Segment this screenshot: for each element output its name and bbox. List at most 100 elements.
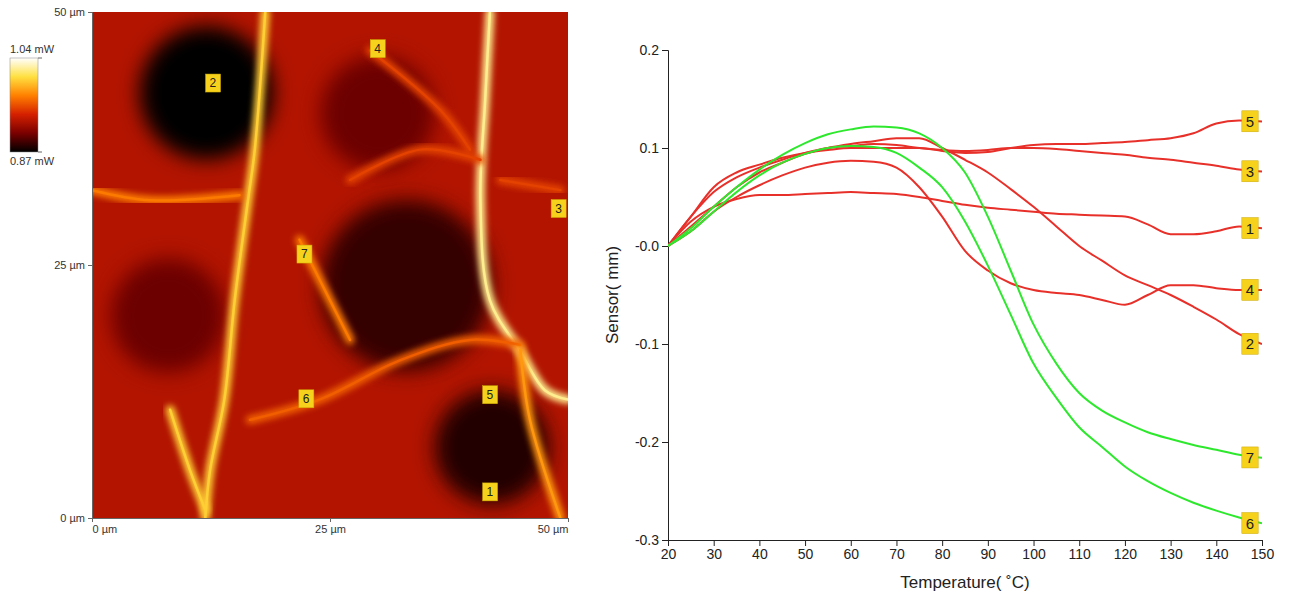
tick: 0.2 [640,42,668,58]
ridge-glow [250,340,520,420]
label-background [370,40,385,58]
label-text: 6 [303,392,310,406]
ridge-glow [520,350,560,518]
label-box: 3 [551,200,566,218]
tick-label: 25 µm [315,523,346,535]
tick-mark [662,344,668,345]
ridge-glow [205,12,265,518]
label-text: 1 [487,485,494,499]
colorbar-label: 1.04 mW [10,43,55,55]
dark-region [111,258,225,372]
label-box: 1 [483,483,498,501]
tick-label: 30 [706,546,722,562]
label-text: 4 [374,42,381,56]
series-line [668,138,1262,344]
tick-label: 0 µm [93,523,118,535]
tick-mark [662,540,668,541]
label-background [1242,333,1258,354]
tick-mark [330,518,331,522]
label-text: 3 [555,202,562,216]
ridge-glow [350,149,480,180]
ridge-glow [170,410,205,510]
tick-label: 50 µm [538,523,569,535]
tick-label: 0.2 [640,42,660,58]
tick-label: 90 [981,546,997,562]
axis-line [662,51,669,541]
series-line [668,146,1262,523]
axis-line [88,13,93,519]
tick-label: 50 µm [54,6,85,18]
tick-mark [662,50,668,51]
map-area [92,12,568,518]
tick-label: 50 [798,546,814,562]
series-line [668,126,1262,457]
y-axis: -0.3 -0.2 -0.1 -0.0 0.1 0.2 [635,42,669,548]
tick: 70 [889,540,905,562]
label-background [1242,447,1258,468]
label-background [1242,111,1258,132]
colorbar-label: 0.87 mW [10,155,55,167]
label-text: 6 [1246,515,1254,532]
ridge [250,340,520,420]
plot-area [668,121,1262,524]
tick: 80 [935,540,951,562]
ridge-glow [500,180,560,190]
label-box: 2 [1242,333,1258,354]
label-background [483,386,498,404]
tick-mark [88,518,92,519]
tick-label: 150 [1251,546,1275,562]
map-background [92,12,568,518]
tick: 25 µm [315,518,346,535]
label-box: 2 [206,74,221,92]
tick: -0.2 [635,434,668,450]
tick-label: 70 [889,546,905,562]
label-box: 4 [1242,279,1258,300]
tick-label: 110 [1069,546,1092,562]
dark-region [320,200,491,371]
colorbar-scale [10,58,38,152]
tick-label: 130 [1159,546,1183,562]
x-axis-title: Temperature( ˚C) [900,573,1029,592]
legend: 1 2 3 4 5 6 7 [1242,111,1258,534]
tick-mark [662,246,668,247]
label-box: 5 [1242,111,1258,132]
series-line [668,144,1262,246]
tick-label: -0.2 [635,434,659,450]
ridge [170,410,205,510]
label-box: 7 [297,245,312,263]
tick-label: 40 [752,546,768,562]
tick: 100 [1022,540,1046,562]
tick: 25 µm [54,259,92,271]
tick-label: 140 [1205,546,1229,562]
tick-label: 60 [843,546,859,562]
tick-label: 100 [1022,546,1046,562]
label-box: 3 [1242,161,1258,182]
tick: 40 [752,540,768,562]
colorbar-tick [38,58,42,59]
label-background [299,390,314,408]
series-line [668,161,1262,305]
tick: -0.1 [635,336,668,352]
tick-label: 0 µm [60,512,85,524]
label-text: 1 [1246,220,1254,237]
tick-label: -0.0 [635,238,659,254]
y-axis-title: Sensor( mm) [603,246,622,344]
tick: 90 [981,540,997,562]
label-text: 7 [301,247,308,261]
ridge [350,149,480,180]
label-box: 5 [483,386,498,404]
tick-label: 0.1 [640,140,660,156]
label-box: 4 [370,40,385,58]
label-box: 7 [1242,447,1258,468]
tick-label: 20 [661,546,677,562]
label-box: 6 [1242,513,1258,534]
tick-label: -0.3 [635,532,659,548]
tick: 50 µm [54,6,92,18]
colorbar-tick [38,152,42,153]
ridge-glow [92,190,240,200]
label-background [297,245,312,263]
tick-label: -0.1 [635,336,659,352]
label-text: 4 [1246,281,1254,298]
tick: 50 µm [538,518,569,535]
ridge-glow [370,50,470,149]
